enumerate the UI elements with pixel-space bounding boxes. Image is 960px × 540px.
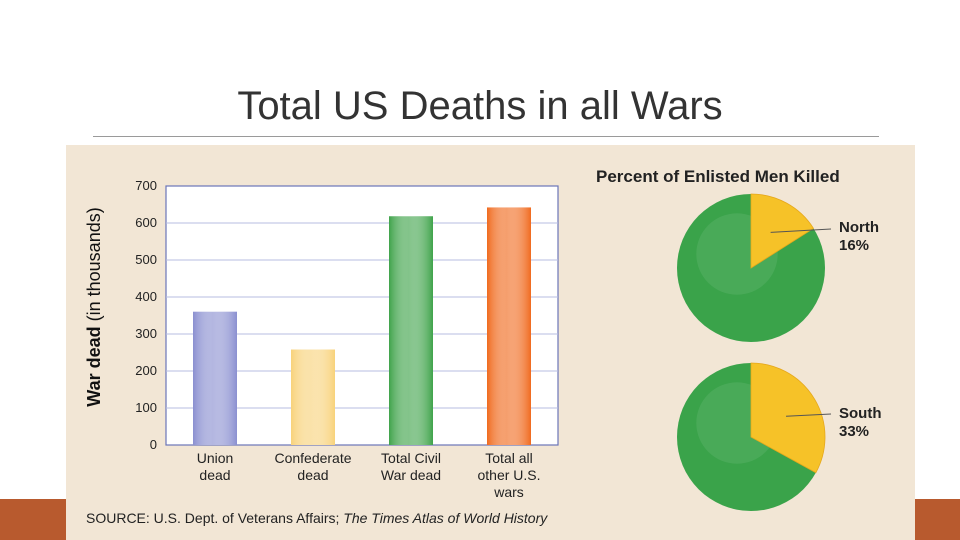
pie-label-north-name: North [839, 219, 879, 236]
bar-shading [193, 311, 237, 445]
pie-label-north: North 16% [839, 219, 879, 255]
bar-shading [389, 216, 433, 445]
pie-label-south-value: 33% [839, 423, 870, 440]
source-italic: The Times Atlas of World History [343, 510, 548, 526]
x-category-label: Union dead [170, 450, 260, 484]
x-category-line: dead [297, 467, 329, 483]
x-category-line: Total Civil [381, 450, 441, 466]
y-axis-label-bold: War dead [84, 326, 104, 407]
source-prefix: SOURCE: U.S. Dept. of Veterans Affairs; [86, 510, 344, 526]
bar-shading [291, 349, 335, 445]
pie-label-south: South 33% [839, 405, 882, 441]
pie-leader-line [786, 413, 832, 417]
chart-panel: War dead (in thousands) 0 100 200 300 400 500… [66, 145, 915, 540]
x-category-line: Union [196, 450, 234, 466]
x-category-label: Total Civil War dead [366, 450, 456, 484]
bar-shading [487, 207, 531, 445]
y-tick-label: 100 [135, 400, 157, 415]
pie-label-south-name: South [839, 405, 882, 422]
title-divider [93, 136, 879, 137]
y-tick-label: 700 [135, 178, 157, 193]
y-tick-label: 600 [135, 215, 157, 230]
slide-title: Total US Deaths in all Wars [237, 84, 723, 128]
y-axis-label-unit: (in thousands) [84, 207, 104, 322]
source-note: SOURCE: U.S. Dept. of Veterans Affairs; … [86, 510, 547, 526]
pie-slice-south [750, 362, 826, 474]
x-category-line: Confederate [274, 450, 352, 466]
x-category-line: other U.S. [477, 467, 541, 483]
x-category-label: Confederate dead [268, 450, 358, 484]
y-tick-label: 0 [149, 437, 157, 452]
chart-graphic [165, 185, 832, 511]
y-tick-label: 400 [135, 289, 157, 304]
pie-label-north-value: 16% [839, 237, 870, 254]
x-category-line: War dead [380, 467, 442, 483]
x-category-line: dead [199, 467, 231, 483]
y-tick-label: 200 [135, 363, 157, 378]
y-tick-label: 500 [135, 252, 157, 267]
y-tick-label: 300 [135, 326, 157, 341]
pie-leader-line [770, 228, 832, 233]
x-category-line: Total all [485, 450, 533, 466]
x-category-line: wars [494, 484, 524, 500]
pie-chart-title: Percent of Enlisted Men Killed [596, 167, 840, 186]
x-category-label: Total all other U.S. wars [464, 450, 554, 501]
pie-slice-north [750, 193, 815, 269]
y-axis-label: War dead (in thousands) [82, 192, 106, 422]
